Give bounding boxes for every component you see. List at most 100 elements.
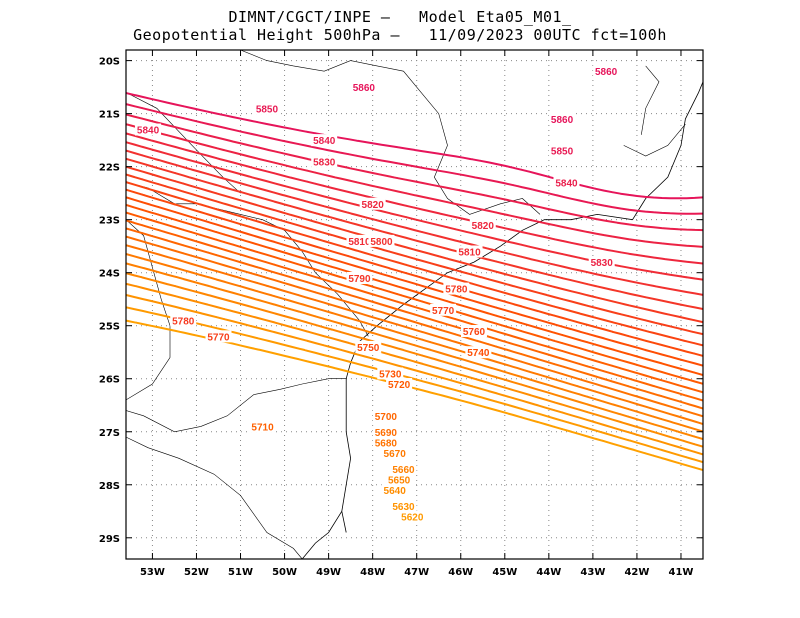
contour-label: 5630 [392, 502, 415, 513]
contour-5800 [126, 149, 703, 296]
lon-tick-label: 46W [448, 567, 473, 578]
contour-label: 5810 [458, 247, 481, 258]
contour-label-bg [372, 436, 399, 449]
map-frame [125, 49, 704, 560]
contour-label-bg [311, 155, 338, 168]
lat-tick-label: 26S [99, 375, 120, 386]
coastline [301, 511, 343, 559]
lon-tick-label: 43W [580, 567, 605, 578]
contour-5650 [126, 272, 703, 441]
lat-tick-label: 27S [99, 428, 120, 439]
contour-label-bg [399, 510, 426, 523]
contour-label-bg [377, 367, 404, 380]
lon-tick-label: 44W [536, 567, 561, 578]
contour-label-bg [553, 176, 580, 189]
geopotential-contours [126, 92, 703, 472]
contour-label: 5830 [591, 258, 614, 269]
contour-label: 5620 [401, 513, 424, 524]
contour-label-bg [443, 282, 470, 295]
contour-label: 5800 [370, 237, 393, 248]
contour-label: 5820 [472, 221, 495, 232]
state-border [240, 50, 541, 215]
contour-label-bg [549, 112, 576, 125]
contour-5690 [126, 235, 703, 410]
contour-label-bg [253, 102, 280, 115]
contour-5850 [126, 103, 703, 215]
lon-tick-label: 50W [272, 567, 297, 578]
contour-label-bg [355, 340, 382, 353]
contour-label-bg [465, 346, 492, 359]
lat-tick-label: 22S [99, 163, 120, 174]
state-border [126, 219, 171, 401]
contour-label-bg [588, 256, 615, 269]
lat-tick-label: 28S [99, 481, 120, 492]
contour-label: 5830 [313, 157, 336, 168]
coastline-borders [126, 50, 703, 559]
contour-5660 [126, 262, 703, 433]
state-border [126, 378, 347, 433]
contour-label: 5700 [375, 412, 398, 423]
contour-label: 5720 [388, 380, 411, 391]
contour-label: 5660 [392, 465, 415, 476]
contour-label: 5710 [251, 422, 274, 433]
contour-label: 5780 [445, 285, 468, 296]
contour-label-bg [390, 499, 417, 512]
state-border [623, 124, 686, 157]
contour-label: 5850 [256, 104, 279, 115]
contour-5670 [126, 253, 703, 425]
contour-label: 5840 [555, 179, 578, 190]
contour-5820 [126, 132, 703, 265]
contour-5810 [126, 141, 703, 281]
contour-label-bg [460, 325, 487, 338]
lat-tick-label: 20S [99, 57, 120, 68]
lon-tick-label: 52W [184, 567, 209, 578]
contour-label-bg [430, 303, 457, 316]
contour-label-bg [359, 197, 386, 210]
contour-label-bg [372, 425, 399, 438]
contour-5700 [126, 227, 703, 402]
lat-lon-grid [126, 50, 703, 559]
lon-tick-label: 41W [669, 567, 694, 578]
contour-5640 [126, 282, 703, 448]
contour-5830 [126, 123, 703, 248]
contour-label: 5640 [384, 486, 407, 497]
contour-label: 5730 [379, 369, 402, 380]
lon-tick-label: 49W [316, 567, 341, 578]
axis-ticks: 53W 52W 51W 50W 49W 48W 47W 46W 45W 44W 43W 42W 41W 2… [99, 50, 703, 578]
lon-tick-label: 51W [228, 567, 253, 578]
title-line-2: Geopotential Height 500hPa – 11/09/2023 … [133, 26, 667, 44]
contour-5770 [126, 173, 703, 336]
contour-label-bg [249, 420, 276, 433]
state-border [126, 436, 303, 559]
contour-label-bg [170, 314, 197, 327]
contour-label-bg [372, 409, 399, 422]
contour-label-bg [346, 271, 373, 284]
contour-label: 5770 [432, 306, 455, 317]
coastline [341, 80, 703, 533]
contour-5610 [126, 319, 703, 472]
contour-5630 [126, 294, 703, 456]
title-line-1: DIMNT/CGCT/INPE – Model Eta05_M01_ [228, 8, 572, 26]
contour-label-bg [346, 234, 373, 247]
contour-label: 5760 [463, 327, 486, 338]
contour-labels: 5860 5860 5850 5840 5840 5830 5860 5850 5840 5820… [135, 65, 620, 524]
contour-label: 5860 [595, 67, 618, 78]
contour-label: 5780 [172, 316, 195, 327]
lon-tick-label: 48W [360, 567, 385, 578]
state-border [126, 92, 241, 194]
contour-label-bg [311, 134, 338, 147]
contour-label: 5750 [357, 343, 380, 354]
contour-label: 5860 [353, 83, 376, 94]
contour-label: 5840 [313, 136, 336, 147]
contour-label-bg [549, 144, 576, 157]
state-border [641, 65, 660, 135]
contour-label: 5860 [551, 115, 574, 126]
lat-tick-label: 29S [99, 534, 120, 545]
contour-label-bg [386, 473, 413, 486]
lat-tick-label: 21S [99, 110, 120, 121]
contour-label-bg [368, 234, 395, 247]
contour-label: 5790 [348, 274, 371, 285]
contour-5840 [126, 113, 703, 232]
lon-tick-label: 42W [624, 567, 649, 578]
contour-label-bg [381, 446, 408, 459]
